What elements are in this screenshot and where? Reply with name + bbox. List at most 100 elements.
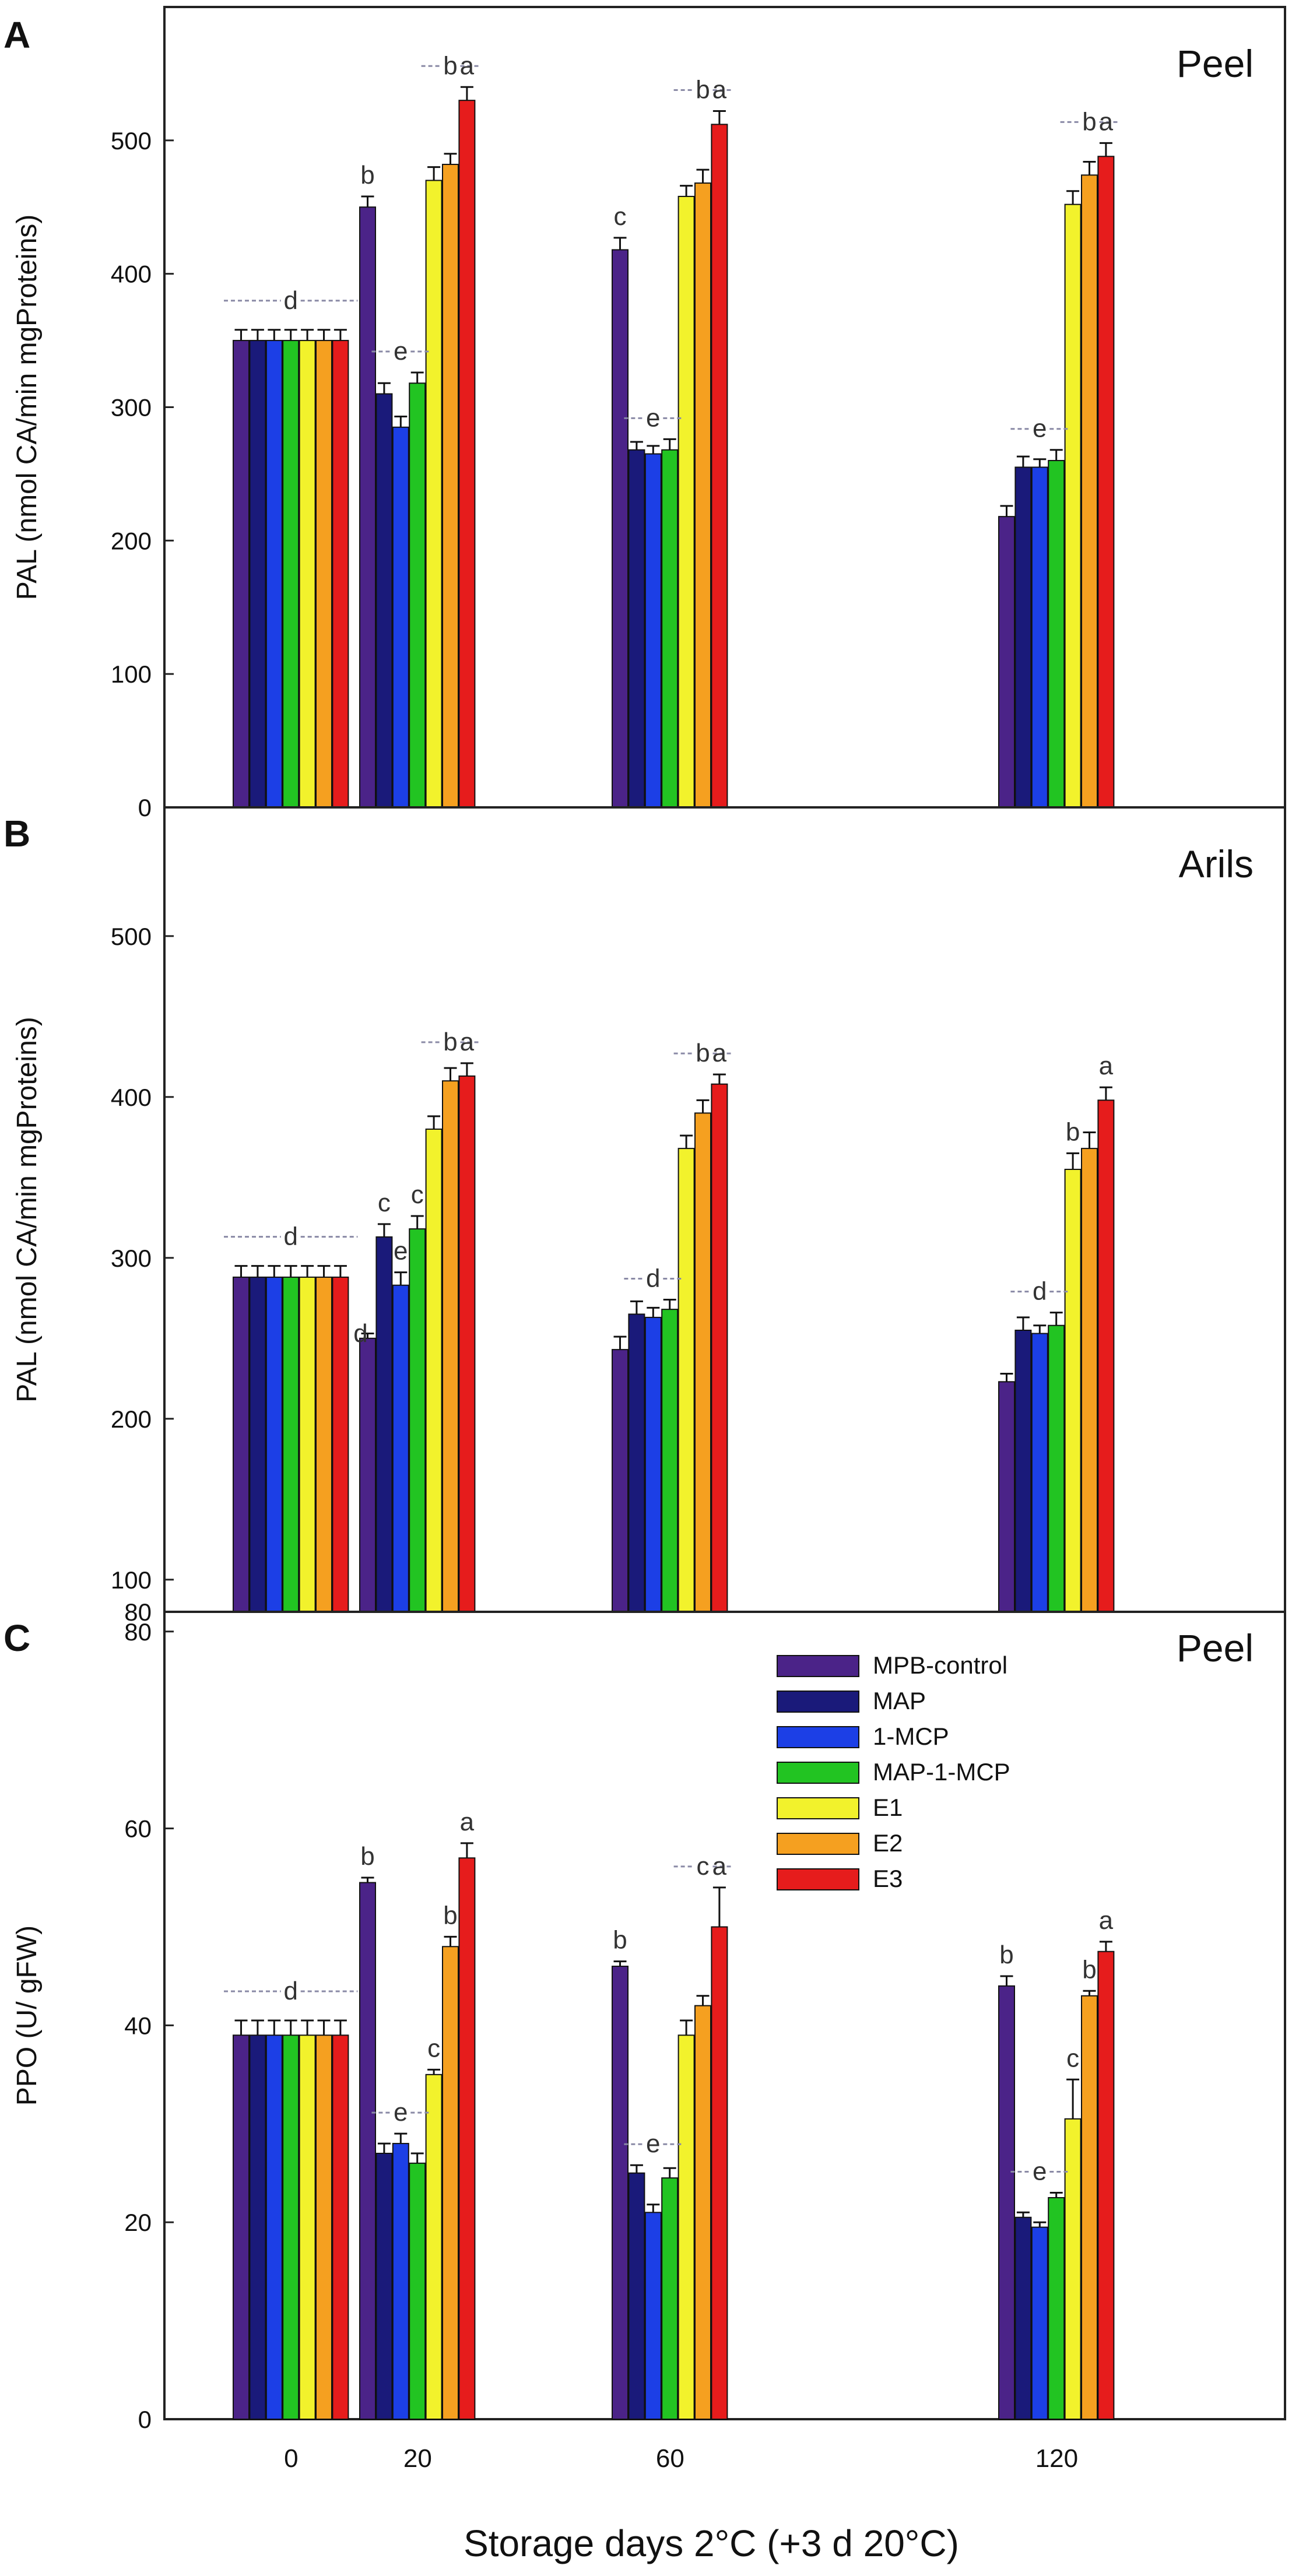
significance-letter: b bbox=[696, 1039, 710, 1067]
bar bbox=[458, 1075, 476, 1613]
bar bbox=[299, 2034, 316, 2420]
y-axis-label: PAL (nmol CA/min mgProteins) bbox=[12, 1017, 43, 1403]
bar bbox=[644, 453, 662, 808]
bar bbox=[233, 1276, 250, 1612]
panel-b: B Arils 80 100 200 300 400 500 PAL (nmol CA/min … bbox=[3, 806, 1286, 1626]
bar bbox=[661, 449, 679, 808]
bar bbox=[694, 1112, 711, 1612]
bar bbox=[1097, 1099, 1115, 1612]
bar bbox=[409, 1228, 426, 1613]
significance-letter: b bbox=[1082, 107, 1096, 136]
significance-letter: d bbox=[283, 286, 297, 315]
bar bbox=[425, 180, 443, 809]
significance-letter: c bbox=[427, 2034, 440, 2062]
panels: A Peel 0 100 200 300 400 500 PAL (nmol CA/min mg… bbox=[3, 6, 1286, 2433]
bar bbox=[677, 2034, 695, 2420]
bar bbox=[392, 2143, 409, 2420]
y-tick-label: 0 bbox=[138, 794, 152, 821]
bar bbox=[1097, 156, 1115, 808]
bar bbox=[1081, 1995, 1098, 2420]
bar bbox=[998, 516, 1015, 808]
y-tick-label: 200 bbox=[111, 527, 152, 554]
bar bbox=[1081, 174, 1098, 809]
bar bbox=[677, 1148, 695, 1612]
bar bbox=[711, 124, 728, 809]
bar bbox=[409, 382, 426, 808]
bar bbox=[998, 1381, 1015, 1613]
bar bbox=[359, 206, 376, 808]
y-tick-label: 60 bbox=[124, 1815, 152, 1843]
significance-letter: b bbox=[443, 51, 457, 80]
bar bbox=[628, 2172, 645, 2420]
legend-swatch bbox=[777, 1868, 859, 1890]
legend-label: E3 bbox=[873, 1865, 903, 1892]
bar bbox=[265, 1276, 283, 1612]
panel-a: A Peel 0 100 200 300 400 500 PAL (nmol CA/min mg… bbox=[3, 6, 1286, 821]
bar bbox=[711, 1926, 728, 2420]
legend-swatch bbox=[777, 1762, 859, 1784]
bar bbox=[282, 1276, 300, 1612]
x-tick-label: 0 bbox=[284, 2444, 298, 2473]
legend-label: MAP bbox=[873, 1687, 926, 1714]
significance-letter: a bbox=[460, 51, 475, 80]
x-tick-label: 20 bbox=[403, 2444, 432, 2473]
bar bbox=[644, 2212, 662, 2420]
legend-label: E2 bbox=[873, 1829, 903, 1857]
bar bbox=[299, 340, 316, 808]
bar bbox=[392, 1284, 409, 1612]
bar bbox=[1097, 1951, 1115, 2420]
bar bbox=[1014, 1330, 1032, 1612]
bar bbox=[249, 340, 266, 808]
bar bbox=[1014, 466, 1032, 808]
y-tick-label: 400 bbox=[111, 261, 152, 288]
significance-letter: c bbox=[1066, 2044, 1079, 2072]
y-tick-label: 400 bbox=[111, 1084, 152, 1111]
significance-letter: e bbox=[1033, 414, 1047, 443]
bar bbox=[265, 340, 283, 808]
y-tick-label: 20 bbox=[124, 2209, 152, 2236]
legend-label: MAP-1-MCP bbox=[873, 1758, 1010, 1786]
y-tick-label: 80 bbox=[124, 1618, 152, 1646]
bar bbox=[677, 195, 695, 808]
bar bbox=[265, 2034, 283, 2420]
y-tick-label: 300 bbox=[111, 394, 152, 421]
panel-letter: A bbox=[3, 14, 30, 56]
bar bbox=[1048, 1324, 1065, 1612]
bar bbox=[612, 1349, 629, 1613]
bar bbox=[359, 1337, 376, 1613]
bar bbox=[315, 2034, 332, 2420]
significance-letter: a bbox=[1099, 1052, 1114, 1080]
bar bbox=[375, 393, 393, 808]
bar bbox=[332, 1276, 349, 1612]
panel-title: Peel bbox=[1177, 1626, 1254, 1670]
bar bbox=[1064, 1169, 1082, 1612]
significance-letter: b bbox=[360, 161, 374, 189]
legend-swatch bbox=[777, 1833, 859, 1855]
bar bbox=[425, 2074, 443, 2420]
significance-letter: b bbox=[613, 1926, 627, 1955]
y-tick-label: 500 bbox=[111, 923, 152, 950]
bar bbox=[409, 2162, 426, 2420]
y-axis-label: PPO (U/ gFW) bbox=[12, 1925, 43, 2106]
bar bbox=[1064, 203, 1082, 808]
significance-letter: b bbox=[1082, 1955, 1096, 1984]
bar bbox=[1031, 466, 1048, 808]
bar bbox=[661, 2177, 679, 2420]
significance-letter: a bbox=[460, 1808, 475, 1836]
y-tick-label: 100 bbox=[111, 660, 152, 688]
bar bbox=[282, 340, 300, 808]
significance-letter: b bbox=[360, 1842, 374, 1871]
x-axis: 0 20 60 120 bbox=[284, 2444, 1078, 2473]
bar bbox=[458, 100, 476, 808]
legend: MPB-control MAP 1-MCP MAP-1-MCP E1 E2 E3 bbox=[777, 1651, 1010, 1892]
bar bbox=[612, 1966, 629, 2420]
legend-swatch bbox=[777, 1726, 859, 1748]
y-tick-label: 40 bbox=[124, 2012, 152, 2039]
significance-letter: c bbox=[378, 1189, 391, 1217]
significance-letter: a bbox=[712, 1039, 727, 1067]
significance-letter: d bbox=[283, 1222, 297, 1251]
bar bbox=[1031, 1333, 1048, 1613]
bar bbox=[442, 1946, 459, 2420]
